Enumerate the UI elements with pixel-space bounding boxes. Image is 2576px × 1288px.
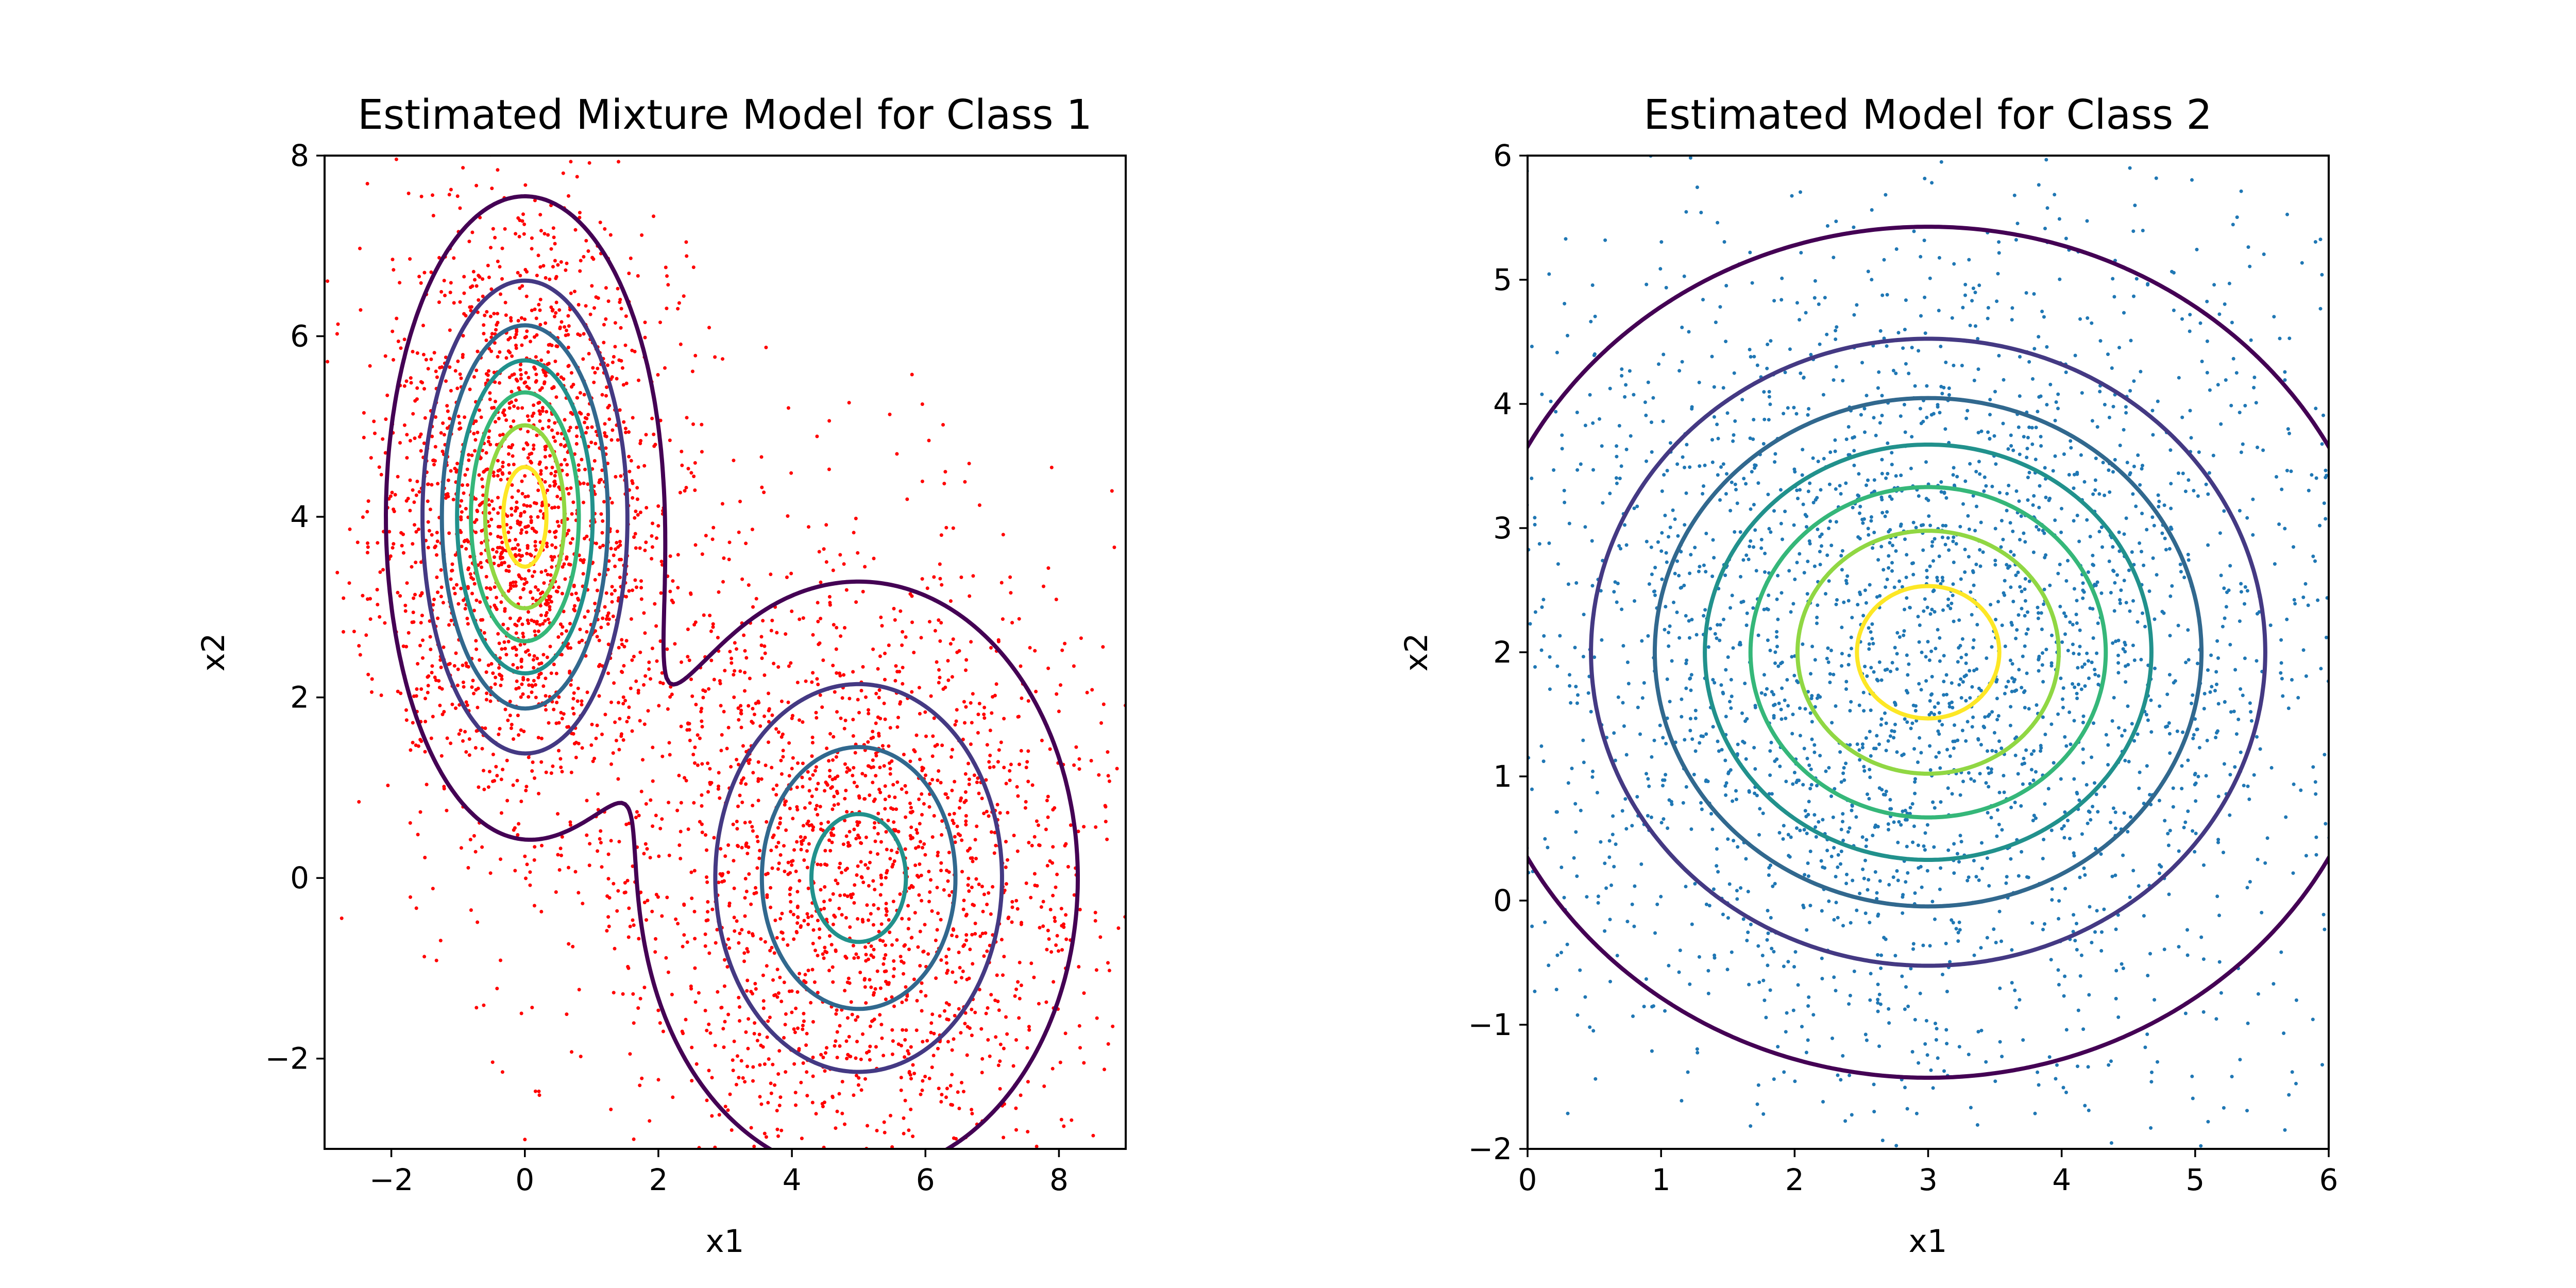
- x-axis-label-class-2: x1: [1909, 1223, 1947, 1260]
- y-tick-label: 3: [1493, 511, 1512, 546]
- y-tick-label: −2: [265, 1041, 310, 1076]
- y-axis-label-class-2: x2: [1398, 633, 1435, 672]
- y-tick-label: 4: [290, 499, 309, 534]
- contour-line-level-3: [1652, 396, 2204, 909]
- x-tick-label: 5: [2185, 1162, 2205, 1197]
- density-contours-class-2: [1528, 225, 2329, 1080]
- contour-line-level-2: [420, 278, 1004, 1074]
- x-tick-label: 0: [515, 1162, 534, 1197]
- y-tick-label: 4: [1493, 386, 1512, 421]
- y-tick-label: 5: [1493, 262, 1512, 297]
- x-axis-label-class-1: x1: [706, 1223, 744, 1260]
- scatter-points: [326, 156, 1126, 1149]
- contour-line-level-4: [455, 358, 908, 944]
- x-tick-label: 2: [649, 1162, 668, 1197]
- chart-panel-class-2: 0 1 2 3 4 5 6 −2 −1 0 1 2 3 4 5 6 Estimated Model for …: [1398, 91, 2338, 1260]
- y-tick-label: 8: [290, 138, 309, 173]
- x-tick-label: 0: [1518, 1162, 1537, 1197]
- contour-line-level-6: [1795, 529, 2061, 776]
- contour-line-level-5: [469, 390, 581, 643]
- y-tick-label: 0: [290, 860, 309, 895]
- y-tick-label: −1: [1468, 1007, 1513, 1042]
- contour-line-level-1: [1528, 225, 2329, 1080]
- chart-panel-class-1: −2 0 2 4 6 8 −2 0 2 4 6 8 Estimated Mixture Model …: [195, 91, 1127, 1260]
- x-tick-label: 2: [1785, 1162, 1804, 1197]
- x-axis-ticks-class-2: 0 1 2 3 4 5 6: [1518, 1149, 2338, 1197]
- contour-line-level-6: [483, 423, 567, 611]
- x-tick-label: 3: [1919, 1162, 1938, 1197]
- contour-line-level-3: [439, 323, 958, 1011]
- y-tick-label: 1: [1493, 759, 1512, 794]
- chart-title-class-1: Estimated Mixture Model for Class 1: [358, 91, 1092, 139]
- x-tick-label: 4: [783, 1162, 802, 1197]
- x-tick-label: 6: [916, 1162, 935, 1197]
- y-axis-ticks-class-2: −2 −1 0 1 2 3 4 5 6: [1468, 138, 1528, 1166]
- x-tick-label: −2: [369, 1162, 414, 1197]
- y-tick-label: 0: [1493, 883, 1512, 918]
- contour-line-level-4: [1703, 443, 2154, 862]
- y-axis-ticks-class-1: −2 0 2 4 6 8: [265, 138, 325, 1076]
- y-tick-label: 2: [1493, 635, 1512, 670]
- x-tick-label: 1: [1652, 1162, 1671, 1197]
- plot-frame-class-1: [324, 155, 1127, 1150]
- scatter-points-class-1: [326, 156, 1126, 1149]
- contour-line-level-7: [1855, 584, 2002, 721]
- contour-line-level-5: [1748, 485, 2108, 820]
- contour-line-level-2: [1589, 336, 2267, 968]
- y-tick-label: 6: [1493, 138, 1512, 173]
- density-contours-class-1: [384, 194, 1080, 1149]
- chart-title-class-2: Estimated Model for Class 2: [1643, 91, 2212, 139]
- y-axis-label-class-1: x2: [195, 633, 232, 672]
- x-tick-label: 4: [2052, 1162, 2071, 1197]
- x-tick-label: 6: [2319, 1162, 2338, 1197]
- y-tick-label: 6: [290, 319, 309, 354]
- contour-line-level-7: [501, 465, 549, 569]
- x-axis-ticks-class-1: −2 0 2 4 6 8: [369, 1149, 1069, 1197]
- y-tick-label: 2: [290, 680, 309, 715]
- contour-line-level-1: [384, 194, 1080, 1149]
- y-tick-label: −2: [1468, 1131, 1513, 1166]
- x-tick-label: 8: [1049, 1162, 1069, 1197]
